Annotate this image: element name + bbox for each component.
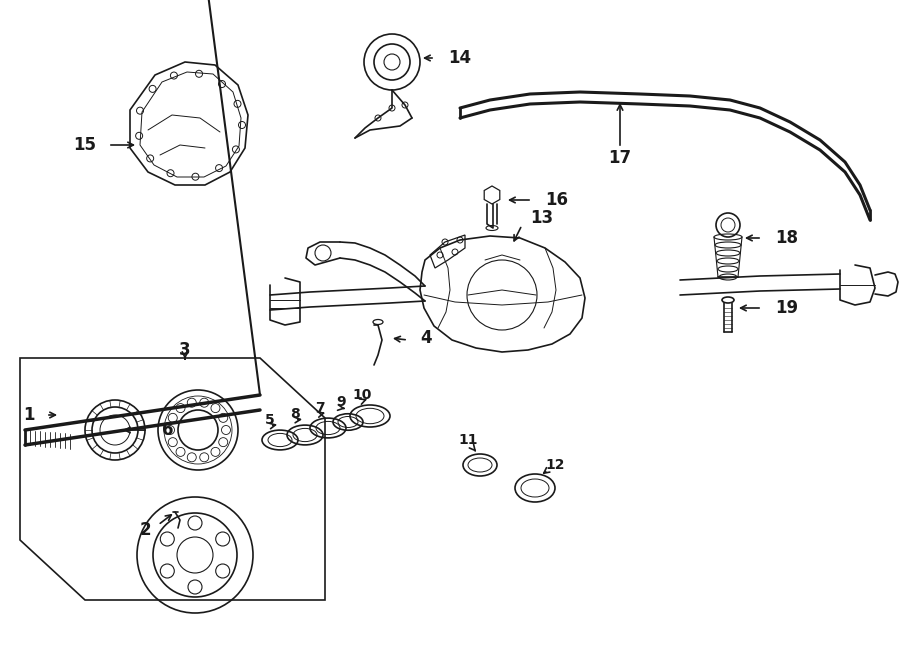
- Text: 1: 1: [23, 406, 35, 424]
- Text: 8: 8: [290, 407, 300, 421]
- Text: 2: 2: [140, 521, 151, 539]
- Text: 3: 3: [179, 341, 191, 359]
- Text: 10: 10: [352, 388, 372, 402]
- Text: 19: 19: [775, 299, 798, 317]
- Text: 15: 15: [73, 136, 96, 154]
- Text: 17: 17: [608, 149, 632, 167]
- Text: 18: 18: [775, 229, 798, 247]
- Text: 9: 9: [337, 395, 346, 409]
- Text: 13: 13: [530, 209, 554, 227]
- Text: 16: 16: [545, 191, 568, 209]
- Text: 11: 11: [458, 433, 478, 447]
- Text: 14: 14: [448, 49, 471, 67]
- Text: 5: 5: [266, 413, 274, 427]
- Text: 4: 4: [420, 329, 432, 347]
- Text: 12: 12: [545, 458, 565, 472]
- Text: 6: 6: [162, 421, 174, 439]
- Text: 7: 7: [315, 401, 325, 415]
